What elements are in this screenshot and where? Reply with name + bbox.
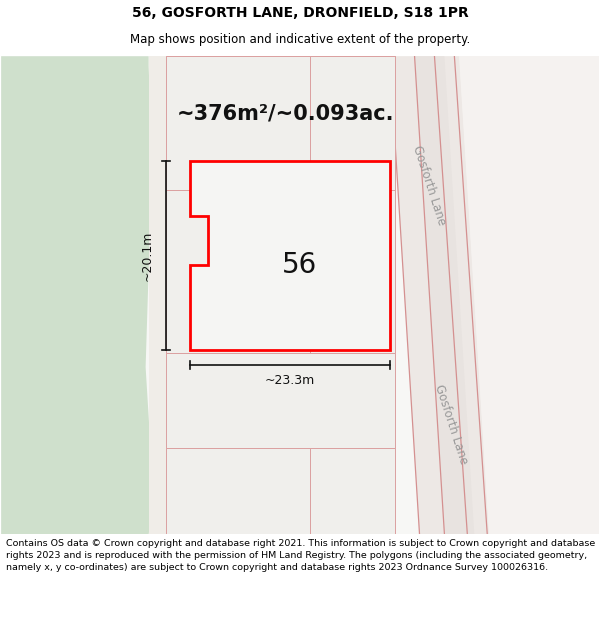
Bar xyxy=(310,56,395,190)
Text: Gosforth Lane: Gosforth Lane xyxy=(410,144,449,227)
Text: ~23.3m: ~23.3m xyxy=(265,374,315,388)
Text: ~20.1m: ~20.1m xyxy=(141,230,154,281)
Bar xyxy=(310,190,395,352)
Polygon shape xyxy=(415,56,475,534)
Bar xyxy=(166,448,310,534)
Polygon shape xyxy=(460,56,599,534)
Bar xyxy=(166,56,310,190)
Bar xyxy=(310,448,395,534)
Text: Map shows position and indicative extent of the property.: Map shows position and indicative extent… xyxy=(130,33,470,46)
Polygon shape xyxy=(389,56,489,534)
Text: Gosforth Lane: Gosforth Lane xyxy=(433,383,470,466)
Text: ~376m²/~0.093ac.: ~376m²/~0.093ac. xyxy=(176,104,394,124)
Polygon shape xyxy=(190,161,389,350)
Polygon shape xyxy=(1,56,152,534)
Bar xyxy=(166,190,310,352)
Text: Contains OS data © Crown copyright and database right 2021. This information is : Contains OS data © Crown copyright and d… xyxy=(6,539,595,572)
Polygon shape xyxy=(149,56,166,534)
Bar xyxy=(166,56,395,190)
Text: 56: 56 xyxy=(283,251,317,279)
Text: 56, GOSFORTH LANE, DRONFIELD, S18 1PR: 56, GOSFORTH LANE, DRONFIELD, S18 1PR xyxy=(131,6,469,20)
Bar xyxy=(166,352,395,448)
